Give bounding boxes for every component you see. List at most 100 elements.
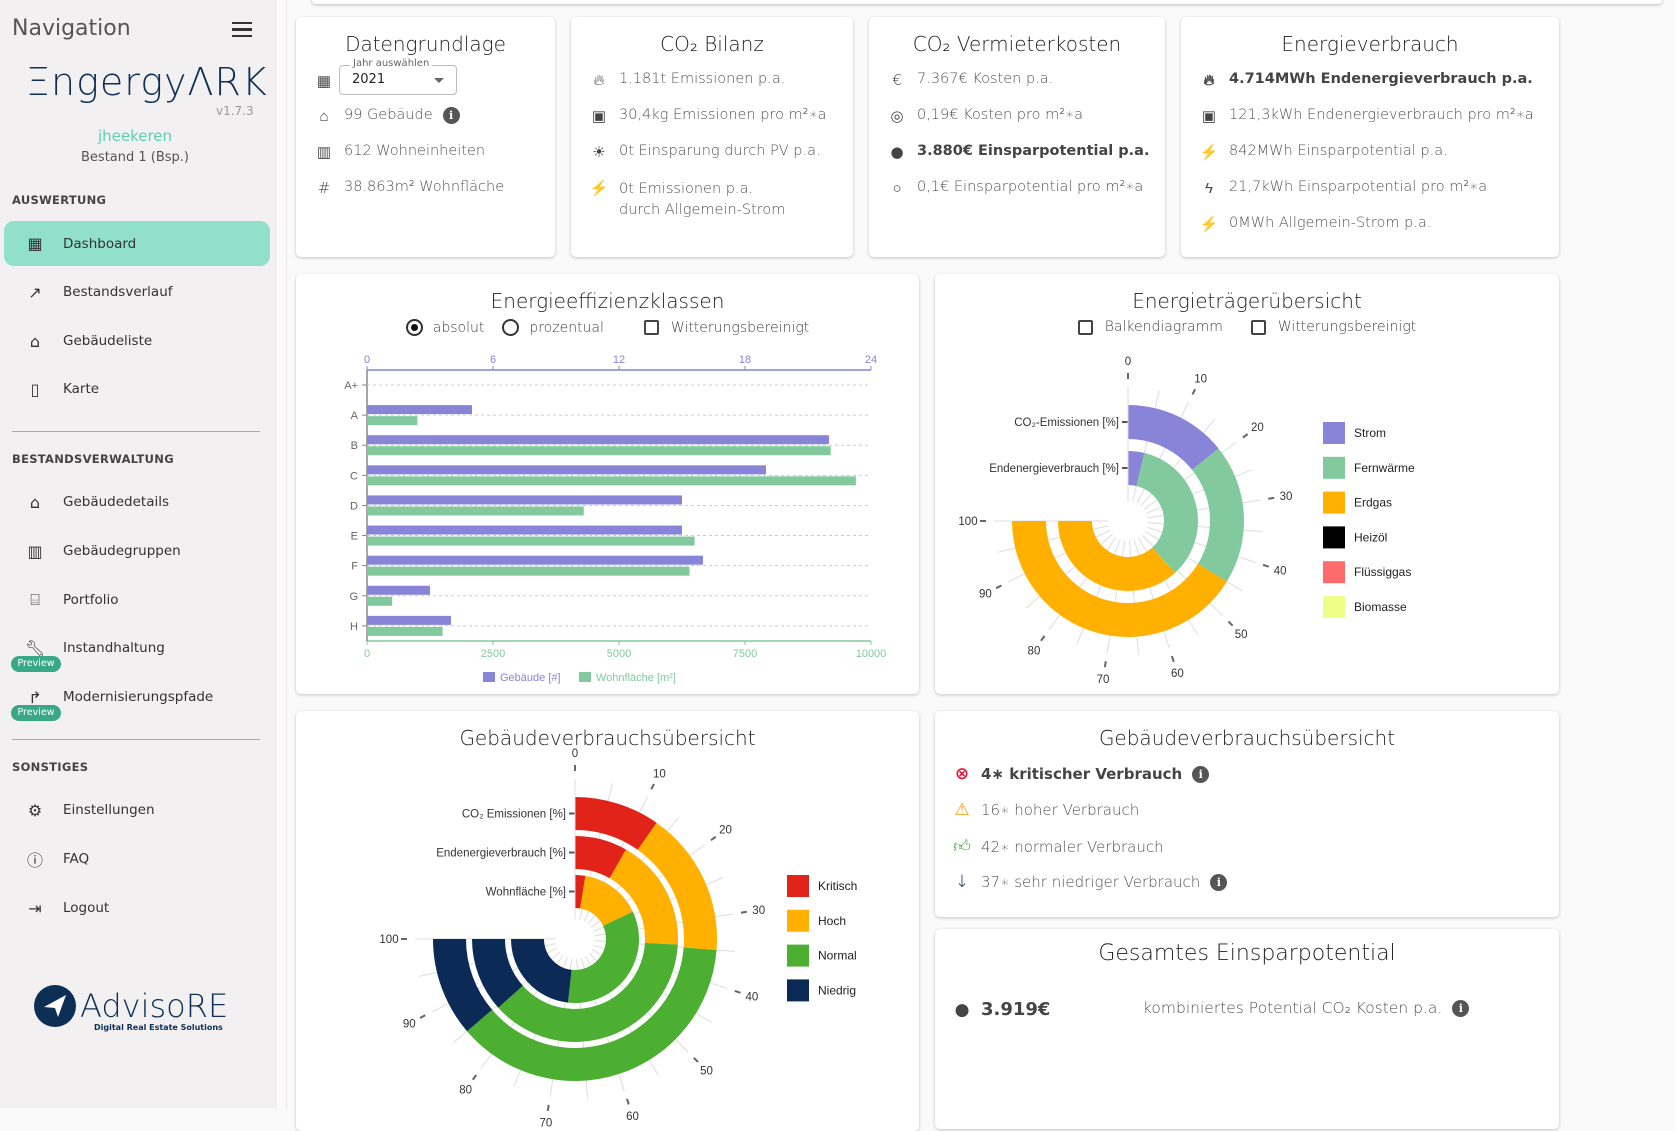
- sidebar-item-label: Karte: [63, 381, 100, 397]
- card-title: Energieverbrauch: [1281, 32, 1459, 56]
- section-sonstiges: SONSTIGES: [12, 760, 89, 774]
- buildings-icon: ▥: [27, 541, 43, 561]
- username[interactable]: jheekeren: [97, 127, 173, 145]
- energietraeger-radial-chart: CO₂-Emissionen [%] Endenergieverbrauch [%…: [958, 356, 1415, 686]
- stat-text: 0t Emissionen p.a. durch Allgemein-Strom: [619, 181, 786, 218]
- legend-swatch: [787, 909, 809, 932]
- advisore-mark-icon: [34, 985, 76, 1027]
- sidebar-item-instandhaltung[interactable]: 🔧︎ Instandhaltung: [4, 624, 270, 672]
- stat-endenergie: 🔥︎ 4.714MWh Endenergieverbrauch p.a.: [1199, 71, 1549, 89]
- sidebar-item-bestandsverlauf[interactable]: ↗ Bestandsverlauf: [4, 268, 270, 316]
- radio-prozentual[interactable]: [502, 319, 520, 336]
- bar-gebaeude: [367, 525, 682, 535]
- y-axis-tick-label: F: [351, 561, 358, 573]
- bar-gebaeude: [367, 555, 703, 565]
- calendar-icon: ▦: [316, 72, 332, 90]
- consumption-text: 42∗ normaler Verbrauch: [981, 837, 1164, 856]
- year-select[interactable]: Jahr auswählen 2021: [339, 58, 457, 95]
- arc-hoch: [580, 875, 633, 926]
- angle-tick: [1191, 388, 1197, 395]
- advisore-wordmark: AdvisoRE: [80, 987, 229, 1025]
- top-axis-tick-label: 6: [490, 354, 496, 366]
- arrow-down-icon: ↓: [954, 872, 970, 892]
- stat-text: 842MWh Einsparpotential p.a.: [1229, 143, 1448, 159]
- sidebar-item-gebaeudeliste[interactable]: ⌂ Gebäudeliste: [4, 317, 270, 365]
- warning-icon: ⚠: [954, 800, 970, 820]
- angle-tick-label: 0: [572, 748, 578, 760]
- wrench-icon: 🔧︎: [24, 638, 46, 658]
- top-axis-tick-label: 24: [865, 354, 877, 366]
- y-axis-tick-label: C: [350, 470, 358, 482]
- angle-tick: [1103, 661, 1107, 668]
- angle-tick-label: 30: [752, 905, 765, 917]
- sidebar-item-logout[interactable]: ⇥ Logout: [4, 884, 270, 932]
- legend-swatch: [787, 944, 809, 967]
- stat-text: 0,1€ Einsparpotential pro m²∗a: [917, 179, 1144, 195]
- consumption-critical: ⊗ 4∗ kritischer Verbrauch i: [951, 764, 1210, 784]
- effizienz-options: absolut prozentual Witterungsbereinigt: [296, 319, 919, 336]
- bestand-label: Bestand 1 (Bsp.): [81, 150, 189, 165]
- arc-erdgas: [1058, 521, 1176, 591]
- sidebar-item-gebaeudedetails[interactable]: ⌂ Gebäudedetails: [4, 478, 270, 526]
- top-axis-tick-label: 18: [739, 354, 751, 366]
- checkbox-witterungsbereinigt[interactable]: [643, 320, 659, 335]
- arc-fernwrme: [1136, 452, 1198, 573]
- stat-text: 612 Wohneinheiten: [344, 143, 486, 159]
- sidebar-item-einstellungen[interactable]: ⚙ Einstellungen: [4, 786, 270, 834]
- sidebar-item-faq[interactable]: ⓘ FAQ: [4, 835, 270, 883]
- stat-gebaeude: ⌂ 99 Gebäude i: [314, 107, 545, 125]
- angle-tick: [1040, 635, 1046, 642]
- y-axis-tick-label: D: [350, 500, 358, 512]
- bottom-axis-tick-label: 10000: [856, 648, 887, 660]
- sidebar-item-gebaeudegruppen[interactable]: ▥ Gebäudegruppen: [4, 527, 270, 575]
- card-title: Energieträgerübersicht: [1132, 289, 1362, 313]
- stat-text: 0,19€ Kosten pro m²∗a: [917, 107, 1083, 123]
- preview-badge: Preview: [11, 656, 61, 672]
- info-icon[interactable]: i: [1192, 765, 1210, 783]
- einsparpotential-label: kombiniertes Potential CO₂ Kosten p.a.: [1143, 999, 1443, 1017]
- menu-icon[interactable]: [232, 22, 252, 38]
- sidebar-item-dashboard[interactable]: ▦ Dashboard: [4, 221, 270, 266]
- legend-swatch: [1323, 491, 1345, 514]
- card-title: CO₂ Vermieterkosten: [912, 32, 1122, 56]
- sidebar-item-karte[interactable]: ▯ Karte: [4, 365, 270, 413]
- building-list-icon: ⌂: [29, 331, 41, 351]
- home-icon: ⌂: [319, 107, 329, 125]
- sidebar-item-label: Bestandsverlauf: [63, 284, 173, 300]
- angle-tick-label: 0: [1125, 356, 1131, 368]
- energy-saving-icon: ⚡: [1199, 143, 1219, 161]
- sidebar-item-modernisierungspfade[interactable]: ↱ Modernisierungspfade: [4, 673, 270, 721]
- piggy-bank-outline-icon: ○: [892, 179, 902, 197]
- arc-hoch: [637, 822, 717, 951]
- ring-label: Wohnfläche [%]: [486, 887, 566, 899]
- ring-label: CO₂-Emissionen [%]: [1014, 417, 1119, 429]
- legend-swatch: [483, 672, 495, 682]
- effizienz-bar-chart: 0 6 12 18 24 0 2500 5000 7500 10000 A+ A B C D E F G H Gebä…: [344, 354, 887, 684]
- divider: [12, 739, 260, 740]
- stat-allgemeinstrom: ⚡ 0MWh Allgemein-Strom p.a.: [1199, 215, 1549, 233]
- advisore-tagline: Digital Real Estate Solutions: [94, 1023, 223, 1032]
- sidebar-item-label: Portfolio: [63, 592, 119, 608]
- sidebar-item-portfolio[interactable]: ⌸ Portfolio: [4, 576, 270, 624]
- preview-badge: Preview: [11, 705, 61, 721]
- radio-absolut[interactable]: [405, 319, 423, 336]
- card-datengrundlage: Datengrundlage ▦ ⌂ 99 Gebäude i ▥ 612 Wo…: [296, 17, 555, 257]
- checkbox-witterungsbereinigt[interactable]: [1250, 319, 1266, 335]
- stat-text: 21,7kWh Einsparpotential pro m²∗a: [1229, 179, 1488, 195]
- stat-text: 0t Einsparung durch PV p.a.: [619, 143, 821, 159]
- info-icon[interactable]: i: [1210, 873, 1228, 891]
- stat-einsparpotential: ● 3.880€ Einsparpotential p.a.: [887, 143, 1155, 161]
- section-auswertung: AUSWERTUNG: [12, 193, 107, 207]
- fireplace-icon: ▣: [1201, 107, 1217, 125]
- stat-pv: ☀ 0t Einsparung durch PV p.a.: [589, 143, 843, 161]
- chart-search-icon: ↗: [28, 282, 42, 302]
- arc-kritisch: [575, 797, 657, 850]
- legend-label: Flüssiggas: [1354, 565, 1411, 579]
- angle-tick-label: 80: [459, 1084, 472, 1096]
- angle-tick: [419, 1014, 426, 1019]
- info-icon[interactable]: i: [1452, 999, 1470, 1017]
- section-bestandsverwaltung: BESTANDSVERWALTUNG: [12, 452, 174, 466]
- checkbox-balkendiagramm[interactable]: [1077, 319, 1093, 335]
- info-icon[interactable]: i: [442, 107, 460, 124]
- bar-gebaeude: [367, 435, 829, 445]
